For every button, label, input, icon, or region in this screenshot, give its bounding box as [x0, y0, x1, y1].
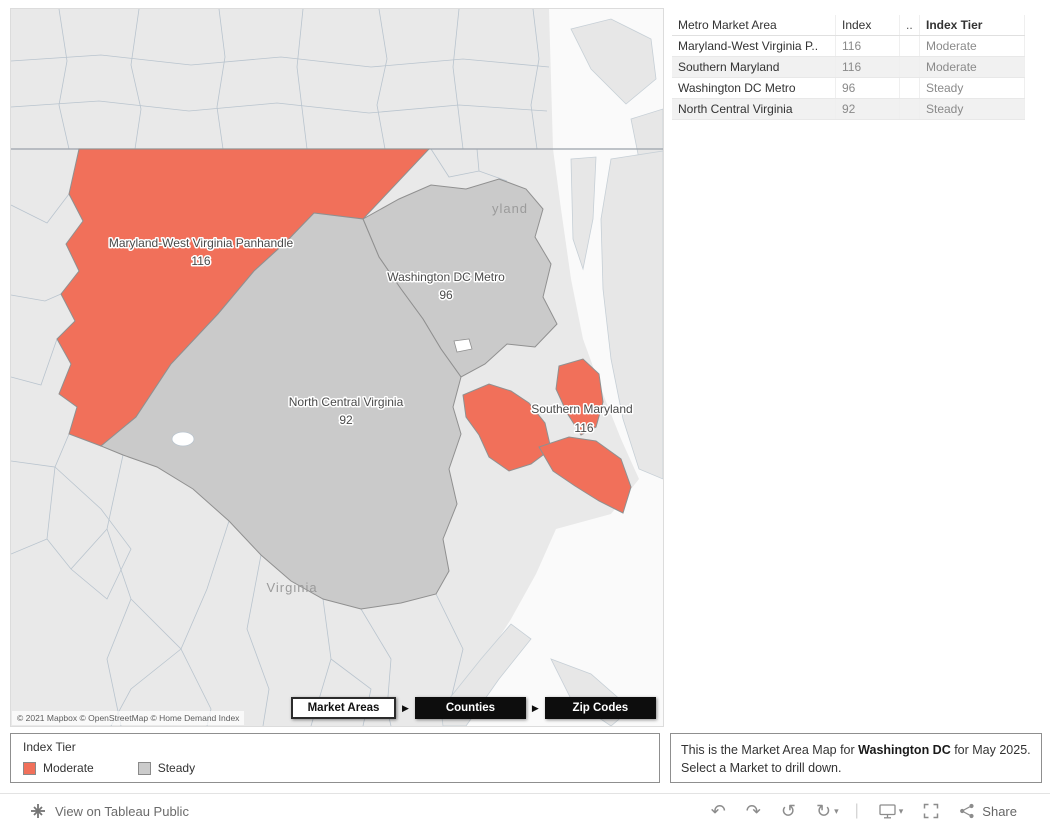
flow-arrow-icon: ▶: [402, 703, 409, 713]
cell-truncated: [899, 56, 920, 78]
table-row-north-central-virginia[interactable]: North Central Virginia 92 Steady: [672, 98, 1025, 120]
undo-icon[interactable]: ↶: [710, 801, 726, 821]
cell-tier[interactable]: Moderate: [919, 56, 1025, 78]
geo-label-maryland: yland: [492, 201, 528, 216]
table-row-maryland-west-virginia-panhandle[interactable]: Maryland-West Virginia P.. 116 Moderate: [672, 35, 1025, 57]
legend-label-moderate: Moderate: [43, 761, 94, 775]
refresh-caret-icon[interactable]: ▾: [834, 805, 839, 816]
refresh-icon[interactable]: ↻: [815, 801, 832, 821]
cell-truncated: [899, 98, 920, 120]
market-index-table: Metro Market Area Index .. Index Tier Ma…: [672, 15, 1025, 120]
fullscreen-icon[interactable]: [923, 803, 939, 819]
region-label-southern-maryland: Southern Maryland: [531, 402, 632, 416]
dashboard-caption: This is the Market Area Map for Washingt…: [670, 733, 1042, 783]
cell-index[interactable]: 116: [835, 35, 900, 57]
zip-codes-button[interactable]: Zip Codes: [544, 697, 656, 719]
market-areas-button[interactable]: Market Areas: [291, 697, 396, 719]
market-area-map-panel: Maryland-West Virginia Panhandle 116 Was…: [10, 8, 664, 727]
counties-button[interactable]: Counties: [414, 697, 526, 719]
table-header-row: Metro Market Area Index .. Index Tier: [672, 15, 1025, 36]
region-value-north-central-virginia: 92: [339, 413, 353, 427]
cell-tier[interactable]: Steady: [919, 98, 1025, 120]
tableau-toolbar: View on Tableau Public ↶ ↷ ↺ ↻ ▾ | ▾: [0, 793, 1050, 827]
caption-market: Washington DC: [858, 743, 951, 757]
lake-shape: [171, 431, 195, 447]
view-on-tableau-public-link[interactable]: View on Tableau Public: [30, 803, 189, 819]
cell-truncated: [899, 77, 920, 99]
table-row-southern-maryland[interactable]: Southern Maryland 116 Moderate: [672, 56, 1025, 78]
legend-title: Index Tier: [23, 740, 76, 754]
index-tier-legend: Index Tier Moderate Steady: [10, 733, 660, 783]
cell-index[interactable]: 92: [835, 98, 900, 120]
map-region-north-central-virginia[interactable]: [100, 212, 462, 610]
caption-prefix: This is the Market Area Map for: [681, 743, 859, 757]
region-value-panhandle: 116: [191, 254, 210, 268]
cell-index[interactable]: 96: [835, 77, 900, 99]
index-table-panel: Metro Market Area Index .. Index Tier Ma…: [672, 15, 1025, 120]
col-header-metro-market-area[interactable]: Metro Market Area: [672, 15, 836, 36]
reset-icon[interactable]: ↺: [780, 801, 796, 821]
download-caret-icon[interactable]: ▾: [898, 805, 904, 816]
region-value-dc-metro: 96: [439, 288, 453, 302]
cell-market[interactable]: Southern Maryland: [672, 56, 836, 78]
redo-icon[interactable]: ↷: [745, 801, 761, 821]
flow-arrow-icon: ▶: [531, 703, 539, 713]
tableau-logo-icon: [31, 804, 45, 818]
table-row-washington-dc-metro[interactable]: Washington DC Metro 96 Steady: [672, 77, 1025, 99]
share-label: Share: [982, 803, 1017, 819]
eastern-shore-land: [440, 18, 663, 726]
share-button[interactable]: Share: [959, 803, 1017, 819]
steady-swatch-icon: [137, 761, 151, 775]
cell-market[interactable]: Washington DC Metro: [672, 77, 836, 99]
cell-tier[interactable]: Moderate: [919, 35, 1025, 57]
view-on-tableau-public-label: View on Tableau Public: [55, 803, 189, 819]
col-header-index[interactable]: Index: [835, 15, 900, 36]
legend-item-moderate[interactable]: Moderate: [23, 761, 94, 775]
caption-suffix: for May 2025.: [950, 743, 1031, 757]
dc-enclave-shape: [453, 338, 473, 353]
download-icon[interactable]: [879, 803, 896, 819]
region-label-dc-metro: Washington DC Metro: [387, 270, 505, 284]
toolbar-divider: |: [854, 802, 859, 819]
region-value-southern-maryland: 116: [574, 421, 593, 435]
legend-label-steady: Steady: [157, 761, 196, 775]
cell-market[interactable]: Maryland-West Virginia P..: [672, 35, 836, 57]
caption-line2: Select a Market to drill down.: [681, 761, 842, 775]
legend-item-steady[interactable]: Steady: [137, 761, 196, 775]
share-icon: [960, 803, 974, 819]
market-area-map[interactable]: Maryland-West Virginia Panhandle 116 Was…: [11, 9, 663, 726]
map-region-southern-maryland[interactable]: [462, 358, 632, 514]
region-label-north-central-virginia: North Central Virginia: [289, 395, 404, 409]
col-header-index-tier[interactable]: Index Tier: [919, 15, 1025, 36]
cell-index[interactable]: 116: [835, 56, 900, 78]
moderate-swatch-icon: [23, 761, 36, 775]
region-label-panhandle: Maryland-West Virginia Panhandle: [109, 236, 294, 250]
cell-tier[interactable]: Steady: [919, 77, 1025, 99]
toolbar-actions: ↶ ↷ ↺ ↻ ▾ | ▾: [711, 802, 1017, 820]
map-attribution[interactable]: © 2021 Mapbox © OpenStreetMap © Home Dem…: [12, 711, 245, 725]
drilldown-nav: Market Areas ▶ Counties ▶ Zip Codes: [291, 697, 656, 719]
geo-label-virginia: Virginia: [266, 580, 317, 595]
cell-market[interactable]: North Central Virginia: [672, 98, 836, 120]
col-header-truncated[interactable]: ..: [899, 15, 920, 36]
cell-truncated: [899, 35, 920, 57]
